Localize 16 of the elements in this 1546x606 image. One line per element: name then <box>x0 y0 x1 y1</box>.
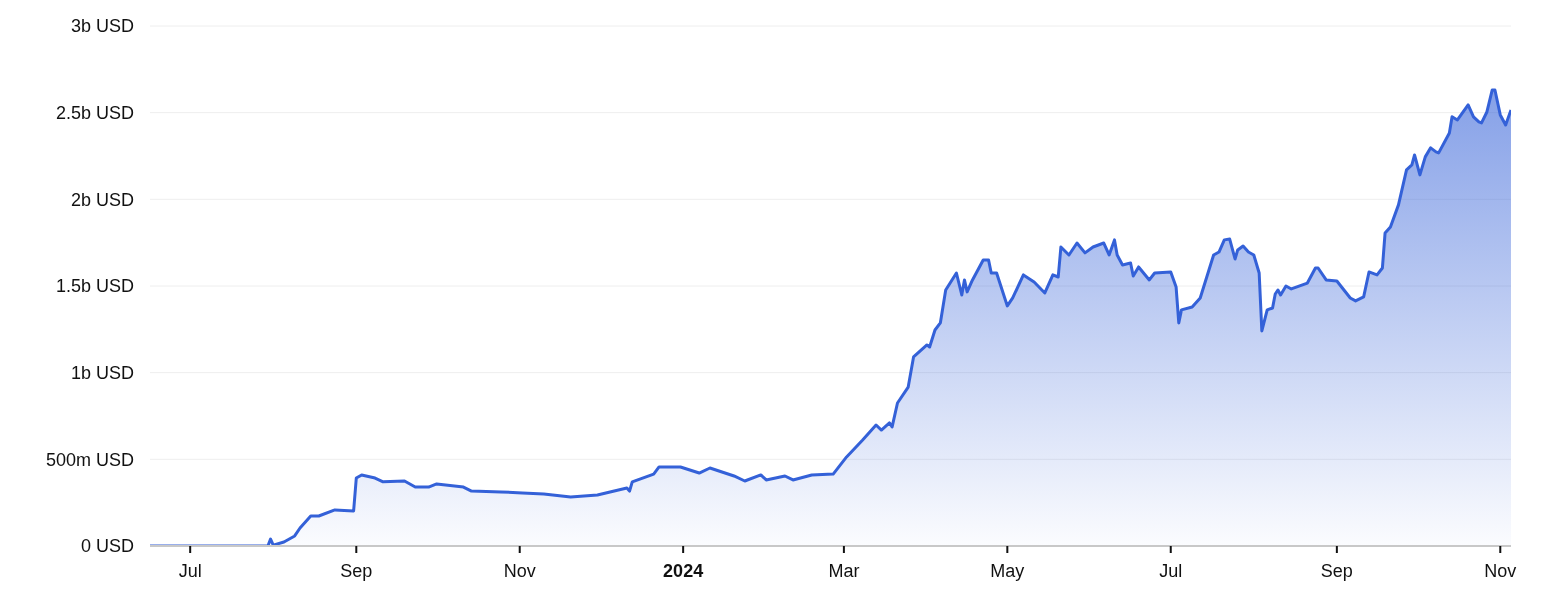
x-tick-label: 2024 <box>663 561 704 581</box>
y-tick-label: 1b USD <box>70 363 134 384</box>
y-tick-label: 500m USD <box>45 449 134 470</box>
x-tick-label: Nov <box>1484 561 1517 581</box>
x-tick-label: May <box>990 561 1025 581</box>
x-tick-label: Jul <box>178 561 202 581</box>
y-tick-label: 0 USD <box>80 536 134 557</box>
x-tick-label: Sep <box>1320 561 1353 581</box>
y-tick-label: 2b USD <box>70 189 134 210</box>
x-tick-label: Nov <box>503 561 536 581</box>
y-tick-label: 1.5b USD <box>55 276 134 297</box>
y-tick-label: 3b USD <box>70 16 134 37</box>
x-tick-label: Sep <box>340 561 373 581</box>
x-tick-label: Jul <box>1159 561 1183 581</box>
y-tick-label: 2.5b USD <box>55 103 134 124</box>
x-tick-label: Mar <box>828 561 860 581</box>
